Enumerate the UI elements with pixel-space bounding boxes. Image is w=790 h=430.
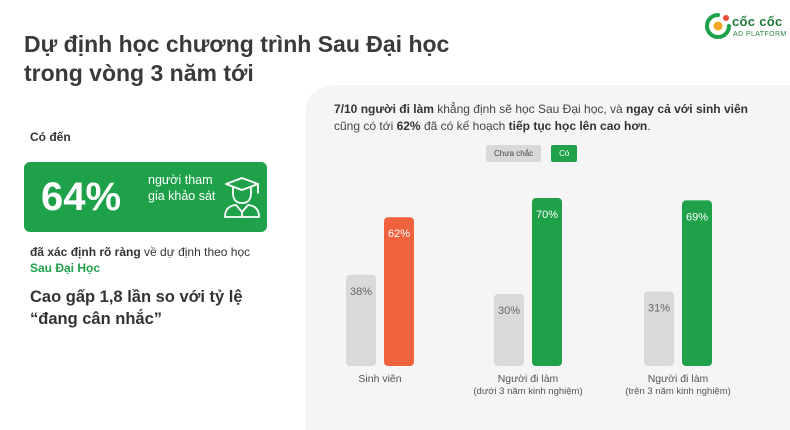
page-title-line-1: Dự định học chương trình Sau Đại học xyxy=(24,31,450,57)
stat-description: đã xác định rõ ràng về dự định theo học … xyxy=(30,244,270,276)
bar-yes-1 xyxy=(532,198,562,366)
headline-part-1: 7/10 người đi làm xyxy=(334,102,434,116)
data-label-yes-1: 70% xyxy=(536,209,558,221)
desc-highlight: Sau Đại Học xyxy=(30,261,101,275)
logo-subtitle: AD PLATFORM xyxy=(733,31,787,38)
legend-item-unsure: Chưa chắc xyxy=(486,145,542,162)
headline-part-4: cũng có tới xyxy=(334,119,397,133)
desc-bold: đã xác định rõ ràng xyxy=(30,245,141,259)
category-label-2-1: (trên 3 năm kinh nghiệm) xyxy=(625,386,731,397)
bar-unsure-2 xyxy=(644,291,674,366)
comparison-text: Cao gấp 1,8 lần so với tỷ lệ “đang cân n… xyxy=(30,286,270,330)
data-label-unsure-0: 38% xyxy=(350,286,372,298)
coccoc-logo-icon xyxy=(705,13,731,39)
logo-name: cốc cốc xyxy=(732,14,783,29)
headline-part-7: tiếp tục học lên cao hơn xyxy=(508,119,648,133)
comparison-line-2: “đang cân nhắc” xyxy=(30,310,163,328)
data-label-yes-2: 69% xyxy=(686,211,708,223)
chart-legend: Chưa chắc Có xyxy=(486,145,578,162)
headline-part-5: 62% xyxy=(396,119,421,133)
coccoc-logo: cốc cốc AD PLATFORM xyxy=(704,12,787,46)
category-label-2-0: Người đi làm xyxy=(648,373,709,385)
stat-value: 64% xyxy=(41,175,122,219)
legend-item-yes: Có xyxy=(551,145,578,162)
headline-part-2: khẳng định sẽ học Sau Đại học, và xyxy=(433,102,627,116)
page-title: Dự định học chương trình Sau Đại học tro… xyxy=(24,30,464,88)
lead-text: Có đến xyxy=(30,130,71,144)
stat-card: 64% người tham gia khảo sát xyxy=(24,162,267,232)
bar-yes-0 xyxy=(384,217,414,366)
headline-part-6: đã có kế hoạch xyxy=(420,119,509,133)
category-label-1-1: (dưới 3 năm kinh nghiệm) xyxy=(473,386,582,397)
bar-yes-2 xyxy=(682,200,712,366)
comparison-line-1: Cao gấp 1,8 lần so với tỷ lệ xyxy=(30,288,243,306)
category-label-1-0: Người đi làm xyxy=(498,373,559,385)
stat-label: người tham gia khảo sát xyxy=(148,173,216,203)
data-label-unsure-1: 30% xyxy=(498,305,520,317)
headline-part-8: . xyxy=(647,119,651,133)
chart-headline: 7/10 người đi làm khẳng định sẽ học Sau … xyxy=(334,101,774,135)
desc-text: về dự định theo học xyxy=(140,245,251,259)
category-label-0-0: Sinh viên xyxy=(358,373,401,385)
bar-unsure-1 xyxy=(494,294,524,366)
data-label-yes-0: 62% xyxy=(388,228,410,240)
data-label-unsure-2: 31% xyxy=(648,303,670,315)
page-title-line-2: trong vòng 3 năm tới xyxy=(24,60,254,86)
headline-part-3: ngay cả với sinh viên xyxy=(626,102,748,116)
bar-unsure-0 xyxy=(346,274,376,366)
graduate-icon xyxy=(224,177,260,218)
